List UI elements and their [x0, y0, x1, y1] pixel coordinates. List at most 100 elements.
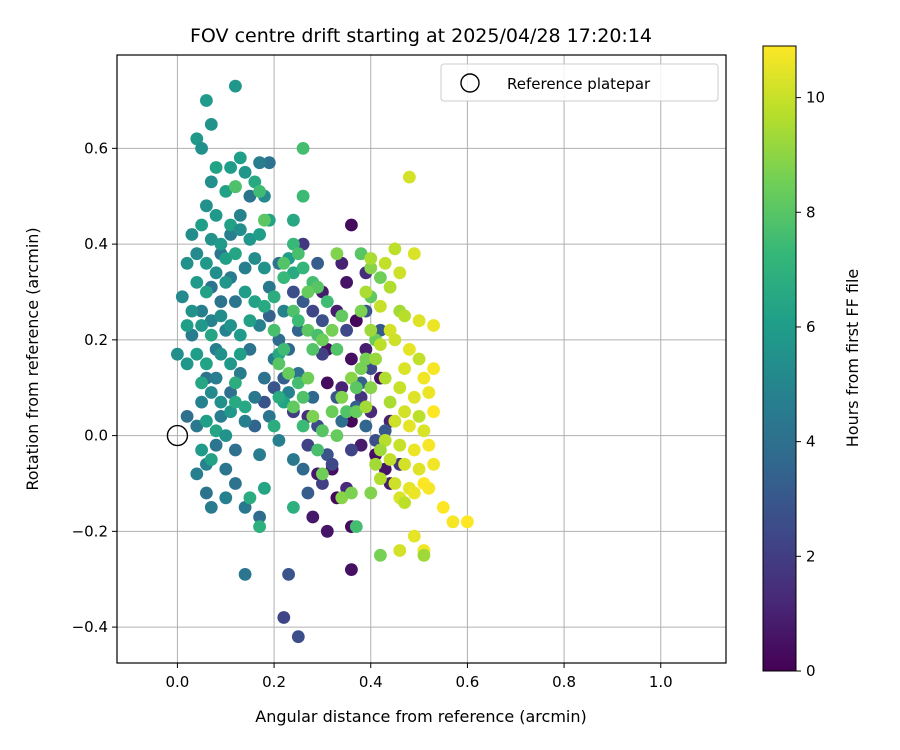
- data-point: [369, 457, 382, 471]
- data-point: [398, 405, 411, 419]
- data-point: [214, 309, 228, 323]
- data-point: [243, 314, 257, 328]
- data-point: [427, 457, 440, 471]
- data-point: [383, 323, 397, 337]
- data-point: [243, 343, 257, 356]
- data-point: [291, 376, 305, 390]
- data-point: [287, 213, 300, 227]
- data-point: [345, 414, 358, 428]
- data-point: [461, 515, 474, 529]
- x-tick-label: 1.0: [649, 673, 673, 691]
- data-point: [233, 367, 247, 380]
- y-tick-label: 0.0: [84, 427, 108, 445]
- data-point: [316, 424, 329, 438]
- data-point: [238, 501, 252, 514]
- data-point: [398, 457, 411, 471]
- x-tick-label: 0.0: [165, 673, 189, 691]
- data-point: [296, 462, 310, 476]
- legend: Reference platepar: [440, 63, 719, 102]
- colorbar-tick-label: 10: [806, 89, 825, 107]
- data-point: [219, 462, 233, 476]
- y-tick-label: 0.6: [84, 139, 108, 157]
- data-point: [340, 405, 353, 419]
- data-point: [267, 419, 281, 433]
- data-point: [258, 371, 271, 385]
- data-point: [354, 390, 368, 404]
- data-point: [412, 352, 426, 366]
- data-point: [354, 362, 368, 375]
- data-point: [224, 228, 238, 241]
- data-point: [417, 371, 431, 385]
- data-point: [219, 252, 233, 265]
- data-point: [325, 457, 339, 471]
- data-point: [258, 395, 271, 409]
- data-point: [200, 199, 213, 213]
- data-point: [224, 386, 238, 399]
- data-point: [287, 266, 300, 280]
- data-point: [427, 319, 440, 332]
- data-point: [248, 390, 262, 404]
- legend-marker-icon: [460, 73, 480, 93]
- data-point: [412, 462, 426, 476]
- data-point: [233, 347, 247, 361]
- data-point: [374, 271, 387, 284]
- data-point: [253, 448, 266, 462]
- data-point: [388, 414, 402, 428]
- data-point: [258, 299, 271, 313]
- data-point: [185, 228, 199, 241]
- data-point: [335, 381, 349, 395]
- data-point: [190, 419, 204, 433]
- data-point: [359, 419, 373, 433]
- data-point: [306, 343, 320, 356]
- data-point: [243, 491, 257, 505]
- data-point: [393, 438, 407, 452]
- data-point: [258, 213, 271, 227]
- data-point: [272, 390, 286, 404]
- data-point: [238, 414, 252, 428]
- data-point: [287, 237, 300, 251]
- data-point: [277, 271, 291, 284]
- data-point: [195, 319, 209, 332]
- data-point: [325, 323, 339, 337]
- data-point: [422, 386, 436, 399]
- data-point: [180, 256, 194, 270]
- data-point: [320, 524, 334, 538]
- reference-layer: [166, 424, 189, 447]
- data-point: [422, 481, 436, 495]
- data-point: [320, 295, 334, 308]
- data-point: [214, 347, 228, 361]
- data-point: [195, 376, 209, 390]
- data-point: [446, 515, 460, 529]
- data-point: [238, 165, 252, 179]
- data-point: [291, 323, 305, 337]
- data-point: [229, 443, 242, 457]
- data-point: [214, 237, 228, 251]
- reference-platepar-marker: [166, 424, 189, 447]
- data-point: [345, 486, 358, 500]
- data-point: [296, 237, 310, 251]
- data-point: [345, 371, 358, 385]
- y-axis-ticks: −0.4 −0.2 0.0 0.2 0.4 0.6: [72, 139, 117, 636]
- data-point: [335, 309, 349, 323]
- data-point: [233, 151, 247, 165]
- colorbar-ticks: 0 2 4 6 8 10: [796, 89, 825, 680]
- data-point: [243, 189, 257, 203]
- data-point: [364, 261, 378, 275]
- data-point: [422, 438, 436, 452]
- data-point: [229, 180, 242, 194]
- data-point: [248, 252, 262, 265]
- data-point: [291, 367, 305, 380]
- data-point: [224, 319, 238, 332]
- data-point: [349, 381, 363, 395]
- data-point: [190, 247, 204, 261]
- data-point: [214, 295, 228, 308]
- data-point: [209, 266, 223, 280]
- data-point: [272, 434, 286, 447]
- data-point: [209, 209, 223, 222]
- data-point: [204, 314, 218, 328]
- colorbar-tick-label: 8: [806, 203, 816, 221]
- data-point: [209, 161, 223, 174]
- data-point: [258, 481, 271, 495]
- data-point: [316, 467, 329, 481]
